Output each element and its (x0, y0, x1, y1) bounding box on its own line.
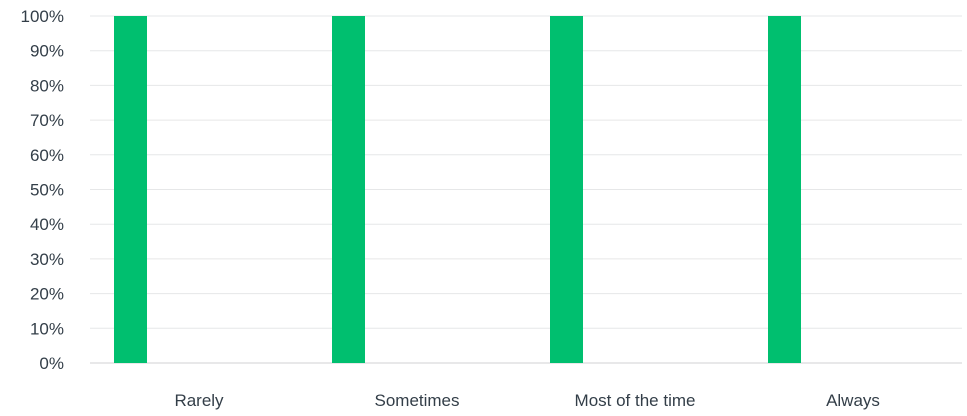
x-category-label: Rarely (174, 391, 224, 410)
x-category-label: Most of the time (575, 391, 696, 410)
y-tick-label: 40% (30, 215, 64, 234)
grid (90, 15, 962, 364)
x-category-label: Always (826, 391, 880, 410)
y-tick-label: 90% (30, 42, 64, 61)
bar (768, 16, 801, 363)
bar (332, 16, 365, 363)
bars (114, 16, 801, 363)
y-tick-label: 100% (21, 7, 64, 26)
y-tick-label: 30% (30, 250, 64, 269)
y-tick-label: 0% (39, 354, 64, 373)
y-tick-label: 50% (30, 181, 64, 200)
x-category-label: Sometimes (374, 391, 459, 410)
y-tick-label: 60% (30, 146, 64, 165)
y-axis-ticks: 0% 10% 20% 30% 40% 50% 60% 70% 80% 90% 100% (21, 7, 64, 373)
y-tick-label: 10% (30, 319, 64, 338)
x-axis-labels: Rarely Sometimes Most of the time Always (174, 391, 879, 410)
bar (114, 16, 147, 363)
bar (550, 16, 583, 363)
y-tick-label: 70% (30, 111, 64, 130)
y-tick-label: 20% (30, 285, 64, 304)
y-tick-label: 80% (30, 76, 64, 95)
